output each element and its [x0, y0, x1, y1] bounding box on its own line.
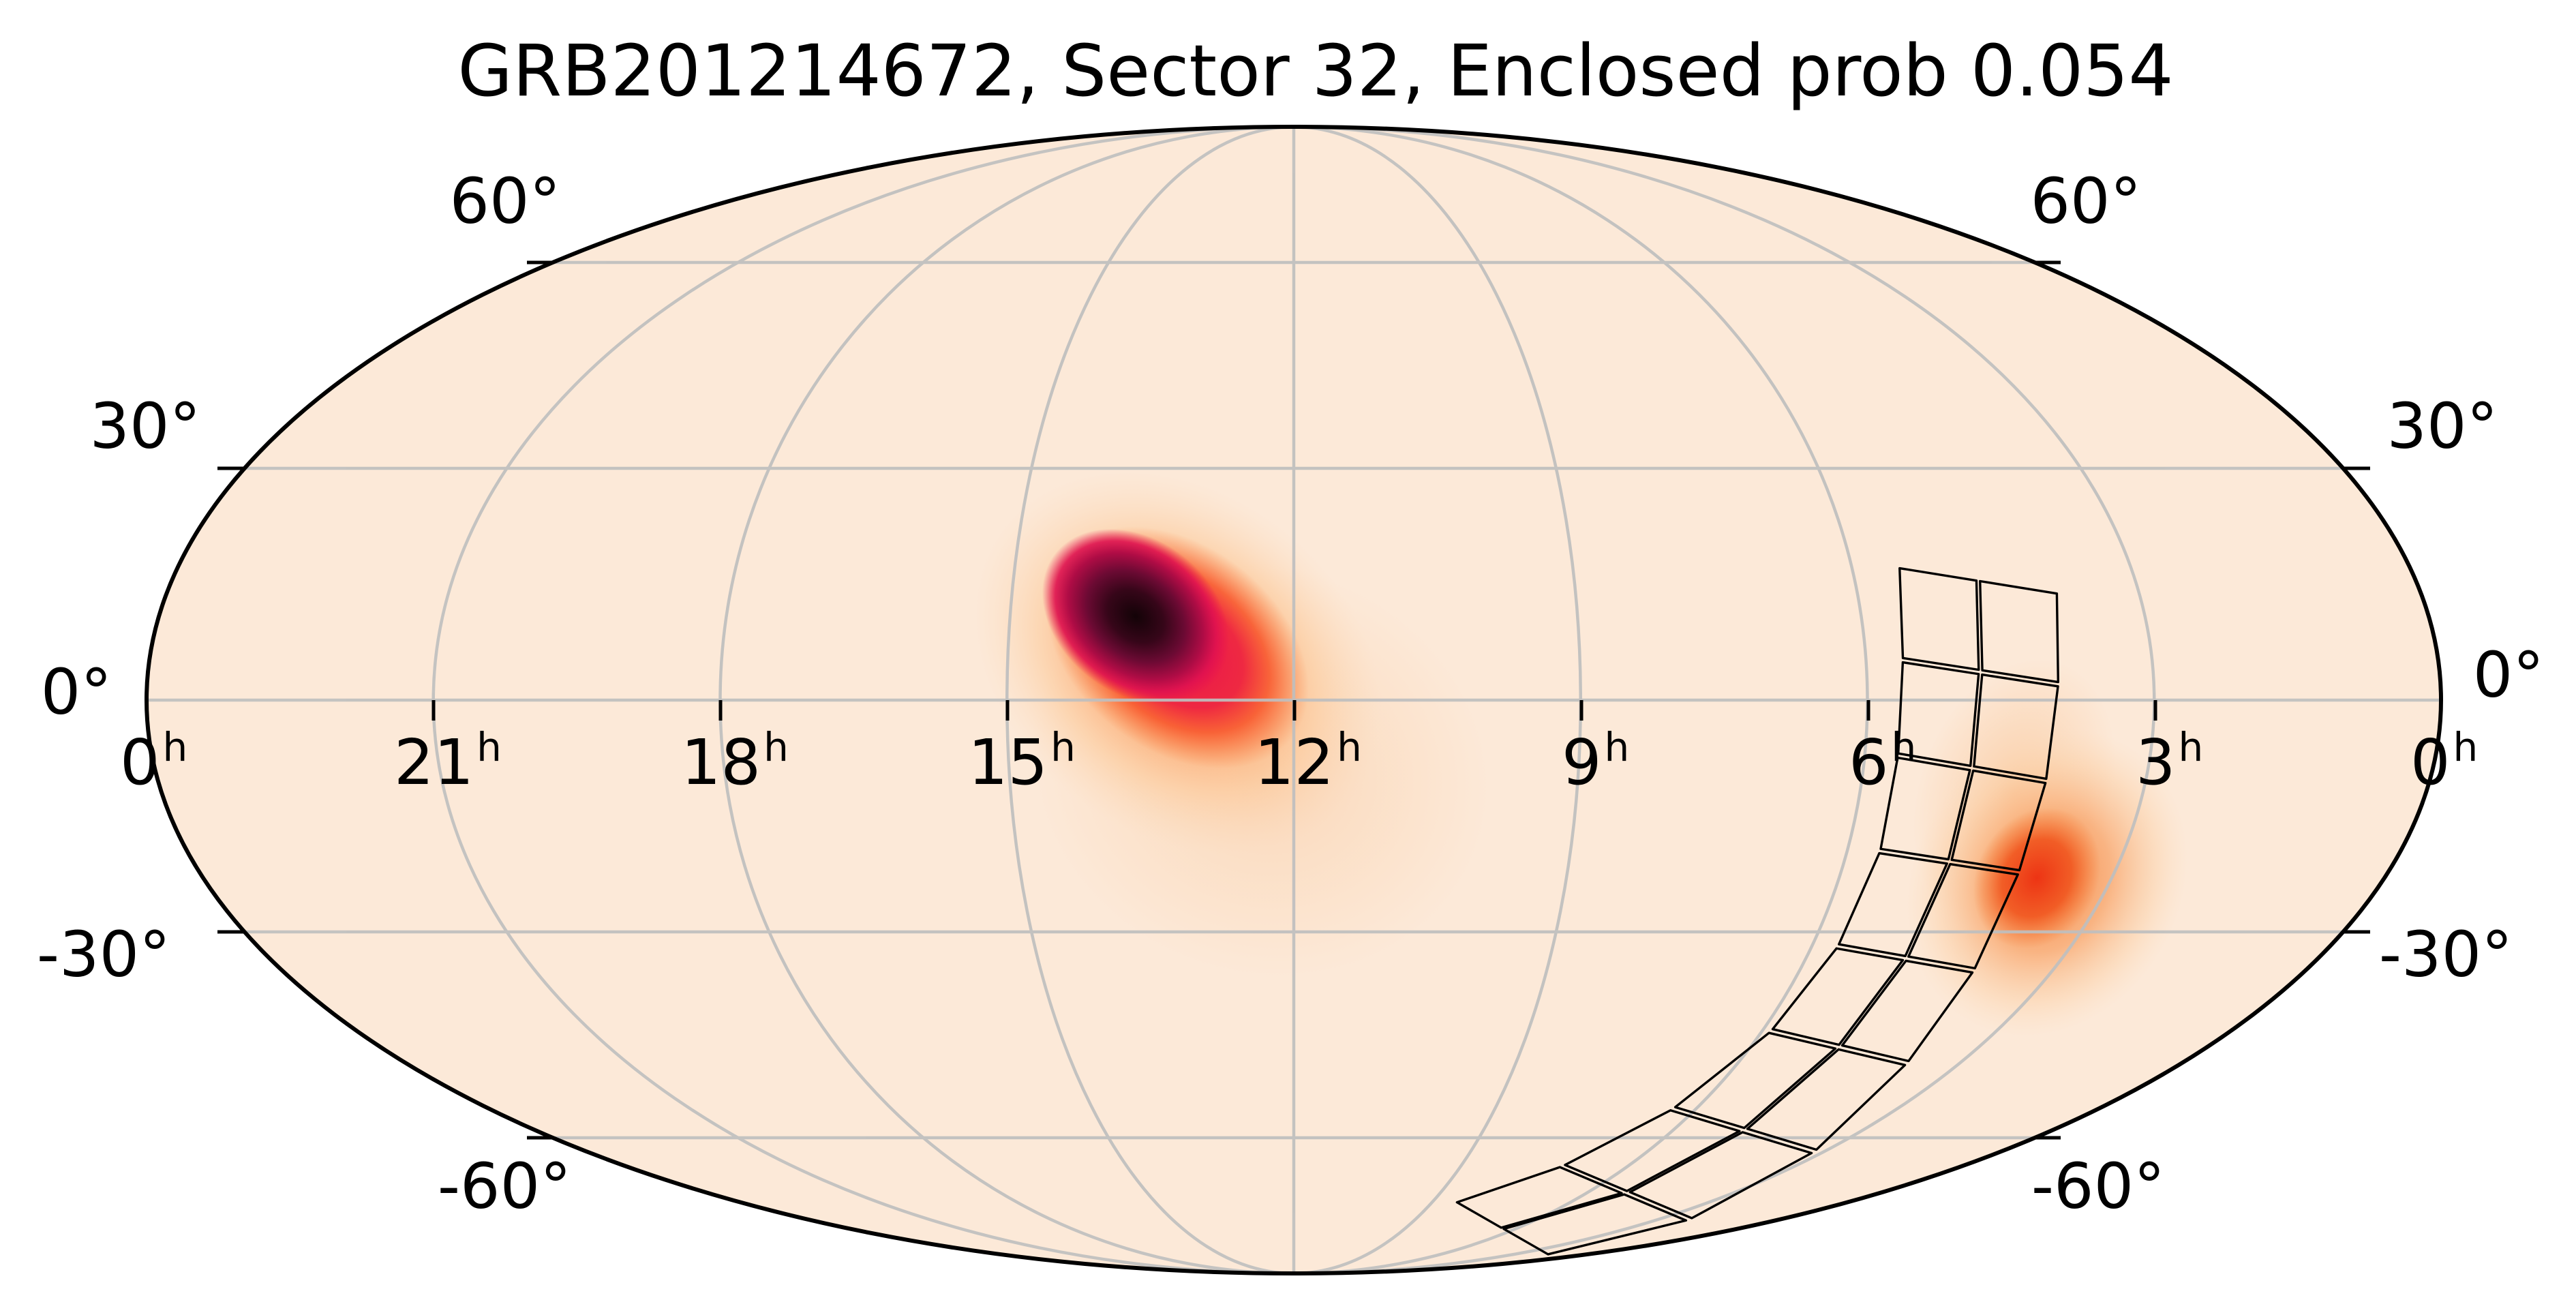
tess-footprint-ccd: [1502, 1193, 1688, 1256]
tess-footprint-ccd: [1455, 1166, 1623, 1229]
ra-label-unit-sup: h: [476, 724, 502, 770]
ra-label-unit-sup: h: [1337, 724, 1362, 770]
dec-label-right: -30°: [2379, 918, 2513, 991]
ra-label-value: 6: [1849, 726, 1889, 799]
ra-label-unit-sup: h: [1892, 724, 1917, 770]
dec-label-right: 60°: [2030, 165, 2141, 238]
dec-label-left: 30°: [89, 390, 200, 463]
ra-label-unit-sup: h: [2453, 724, 2479, 770]
tess-footprint-ccd: [1673, 1031, 1837, 1130]
plot-title: GRB201214672, Sector 32, Enclosed prob 0…: [457, 29, 2173, 112]
dec-label-right: 30°: [2386, 390, 2498, 463]
ra-label-value: 3: [2136, 726, 2176, 799]
map-outline: [145, 125, 2443, 1275]
dec-label-left: 0°: [41, 656, 112, 729]
tess-footprint-ccd: [1979, 579, 2060, 684]
ra-label-value: 9: [1562, 726, 1602, 799]
ra-label: 15h: [968, 724, 1076, 799]
tess-footprint-ccd: [1771, 947, 1905, 1046]
ra-label-value: 0: [120, 726, 160, 799]
dec-label-left: -30°: [37, 918, 170, 991]
tess-footprint-ccd: [1973, 673, 2059, 781]
axis-labels: 60°30°0°-30°-60°60°30°0°-30°-60°0h 21h 18h…: [37, 165, 2544, 1223]
dec-label-left: -60°: [438, 1150, 571, 1223]
ra-label-value: 21: [394, 726, 474, 799]
ra-label-value: 0: [2410, 726, 2451, 799]
ra-label: 0h: [2410, 724, 2478, 799]
tess-footprint: [1455, 566, 2060, 1256]
ra-label: 6h: [1849, 724, 1916, 799]
dec-label-left: 60°: [449, 165, 560, 238]
ra-label: 21h: [394, 724, 502, 799]
tess-footprint-ccd: [1950, 769, 2047, 872]
tess-footprint-ccd: [1840, 959, 1974, 1063]
tess-footprint-ccd: [1897, 661, 1980, 768]
ra-label-value: 18: [681, 726, 761, 799]
dec-label-right: -60°: [2031, 1150, 2165, 1223]
ra-label-unit-sup: h: [1050, 724, 1076, 770]
ra-label-unit-sup: h: [1605, 724, 1630, 770]
ra-label-value: 15: [968, 726, 1048, 799]
ra-label-unit-sup: h: [163, 724, 188, 770]
tess-footprint-ccd: [1838, 851, 1948, 958]
dec-label-right: 0°: [2473, 639, 2545, 712]
ra-label: 0h: [120, 724, 187, 799]
ra-label-value: 12: [1254, 726, 1334, 799]
ra-label: 18h: [681, 724, 789, 799]
tess-footprint-ccd: [1907, 862, 2019, 970]
ra-label-unit-sup: h: [2179, 724, 2204, 770]
ra-label: 9h: [1562, 724, 1629, 799]
tess-footprint-ccd: [1628, 1131, 1813, 1220]
tess-footprint-ccd: [1898, 566, 1980, 671]
ra-label: 12h: [1254, 724, 1362, 799]
ra-label: 3h: [2136, 724, 2203, 799]
ra-label-unit-sup: h: [763, 724, 789, 770]
tess-footprint-ccd: [1879, 756, 1971, 861]
tess-footprint-ccd: [1564, 1109, 1741, 1192]
tess-footprint-ccd: [1746, 1048, 1907, 1151]
